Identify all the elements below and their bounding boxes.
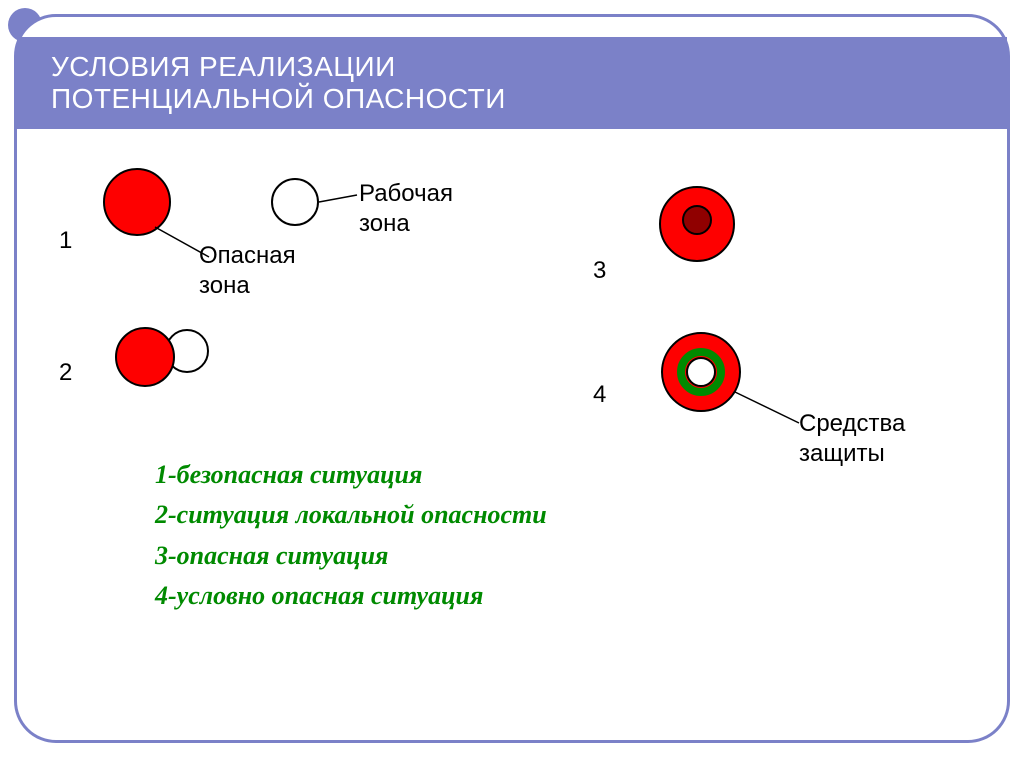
title-bar: УСЛОВИЯ РЕАЛИЗАЦИИ ПОТЕНЦИАЛЬНОЙ ОПАСНОС…	[17, 37, 1007, 129]
legend-line: 2-ситуация локальной опасности	[155, 495, 547, 535]
d1-line-white	[319, 195, 357, 202]
text-line: защиты	[799, 439, 905, 469]
d4-inner-white	[686, 357, 716, 387]
d2-red-circle	[115, 327, 175, 387]
title-line-2: ПОТЕНЦИАЛЬНОЙ ОПАСНОСТИ	[51, 83, 979, 115]
legend-line: 4-условно опасная ситуация	[155, 576, 547, 616]
text-line: Опасная	[199, 241, 296, 271]
text-line: зона	[359, 209, 453, 239]
legend-line: 3-опасная ситуация	[155, 536, 547, 576]
d1-white-circle	[271, 178, 319, 226]
d1-label-opasnaya: Опасная зона	[199, 241, 296, 301]
diagram-canvas: 1 Опасная зона Рабочая зона 2 3 4 Средст…	[47, 147, 977, 720]
d1-label-rabochaya: Рабочая зона	[359, 179, 453, 239]
text-line: Средства	[799, 409, 905, 439]
d1-red-circle	[103, 168, 171, 236]
slide-frame: УСЛОВИЯ РЕАЛИЗАЦИИ ПОТЕНЦИАЛЬНОЙ ОПАСНОС…	[14, 14, 1010, 743]
text-line: Рабочая	[359, 179, 453, 209]
d4-line	[735, 392, 799, 423]
legend-line: 1-безопасная ситуация	[155, 455, 547, 495]
d3-inner-darkred	[682, 205, 712, 235]
d4-label-sredstva: Средства защиты	[799, 409, 905, 469]
text-line: зона	[199, 271, 296, 301]
title-line-1: УСЛОВИЯ РЕАЛИЗАЦИИ	[51, 51, 979, 83]
d3-number: 3	[593, 257, 606, 285]
d2-number: 2	[59, 359, 72, 387]
d1-number: 1	[59, 227, 72, 255]
legend-block: 1-безопасная ситуация 2-ситуация локальн…	[155, 455, 547, 616]
d4-number: 4	[593, 381, 606, 409]
